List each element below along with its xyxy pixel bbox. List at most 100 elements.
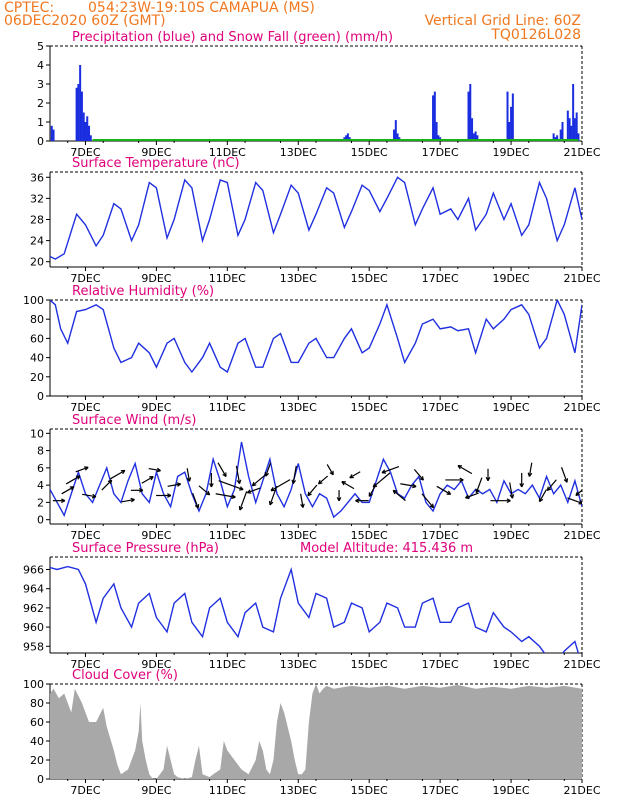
wind-arrow-shaft bbox=[560, 467, 568, 483]
panel-wind: 7DEC 9DEC 11DEC 13DEC 15DEC 17DEC 19DEC 21DEC 0 2… bbox=[30, 413, 601, 542]
wind-arrow-head bbox=[506, 498, 511, 502]
wind-arrow-head bbox=[239, 506, 244, 511]
x-tick-label: 21DEC bbox=[563, 146, 600, 159]
x-tick-label: 9DEC bbox=[141, 658, 171, 671]
panel-title: Relative Humidity (%) bbox=[72, 284, 214, 299]
temp-line bbox=[50, 176, 582, 260]
precip-bar bbox=[467, 91, 470, 141]
precip-bar bbox=[86, 116, 89, 141]
y-tick-label: 966 bbox=[23, 563, 44, 576]
wind-arrow bbox=[141, 476, 154, 484]
wind-arrow-head bbox=[459, 477, 464, 481]
wind-arrow-head bbox=[210, 483, 214, 488]
wind-arrow bbox=[336, 490, 342, 502]
panel-data bbox=[50, 684, 582, 779]
wind-arrow-head bbox=[265, 473, 270, 477]
wind-arrow-shaft bbox=[307, 484, 318, 497]
wind-arrow bbox=[65, 475, 81, 485]
x-tick-label: 21DEC bbox=[563, 529, 600, 542]
wind-arrow-head bbox=[432, 503, 435, 508]
wind-arrow-head bbox=[252, 484, 257, 487]
wind-arrow-shaft bbox=[436, 485, 451, 495]
wind-arrow-shaft bbox=[509, 482, 514, 499]
wind-arrow-shaft bbox=[215, 493, 236, 498]
wind-arrow-shaft bbox=[567, 497, 582, 504]
precip-bar bbox=[474, 131, 477, 141]
x-tick-label: 11DEC bbox=[209, 146, 246, 159]
x-tick-label: 15DEC bbox=[351, 401, 388, 414]
x-tick-label: 15DEC bbox=[351, 272, 388, 285]
x-tick-label: 7DEC bbox=[70, 401, 100, 414]
wind-arrow-shaft bbox=[65, 475, 81, 485]
rh-line bbox=[50, 300, 582, 374]
wind-arrow-shaft bbox=[270, 479, 291, 492]
x-tick-label: 7DEC bbox=[70, 146, 100, 159]
wind-arrow bbox=[235, 465, 242, 484]
precip-bar bbox=[82, 112, 85, 141]
x-tick-label: 11DEC bbox=[209, 658, 246, 671]
y-tick-label: 80 bbox=[30, 697, 44, 710]
x-tick-label: 17DEC bbox=[422, 401, 459, 414]
wind-arrow bbox=[215, 493, 236, 499]
wind-arrow bbox=[246, 487, 261, 494]
wind-arrow bbox=[546, 479, 557, 492]
wind-arrow-shaft bbox=[349, 471, 361, 479]
wind-arrow-head bbox=[539, 498, 544, 503]
wind-arrow bbox=[268, 485, 278, 506]
x-tick-label: 15DEC bbox=[351, 146, 388, 159]
wind-arrow-head bbox=[61, 498, 66, 502]
wind-arrow bbox=[400, 483, 417, 489]
panel-temp: 7DEC 9DEC 11DEC 13DEC 15DEC 17DEC 19DEC 21DEC 20… bbox=[30, 156, 601, 285]
y-tick-label: 24 bbox=[30, 235, 44, 248]
precip-bar bbox=[469, 84, 472, 141]
wind-arrow bbox=[372, 472, 391, 488]
precip-bar bbox=[472, 133, 475, 141]
wind-arrow bbox=[109, 469, 126, 480]
y-tick-label: 3 bbox=[37, 78, 44, 91]
y-tick-label: 0 bbox=[37, 390, 44, 403]
precip-bar bbox=[393, 129, 396, 141]
precip-bar bbox=[561, 122, 564, 141]
wind-arrow-shaft bbox=[141, 476, 154, 484]
wind-arrow-head bbox=[167, 493, 172, 497]
wind-arrow bbox=[355, 498, 369, 504]
wind-arrow-shaft bbox=[546, 479, 557, 491]
x-tick-label: 9DEC bbox=[141, 272, 171, 285]
wind-arrow-shaft bbox=[300, 493, 304, 508]
x-tick-label: 21DEC bbox=[563, 784, 600, 797]
wind-arrow-shaft bbox=[265, 462, 272, 477]
wind-arrow-shaft bbox=[292, 465, 297, 484]
wind-arrow bbox=[527, 462, 533, 477]
wind-arrow-head bbox=[269, 501, 274, 506]
wind-arrow-head bbox=[579, 500, 582, 504]
x-tick-label: 9DEC bbox=[141, 784, 171, 797]
x-tick-label: 17DEC bbox=[422, 146, 459, 159]
precip-bar bbox=[471, 118, 474, 141]
precip-bar bbox=[345, 135, 348, 141]
wind-arrow-head bbox=[292, 480, 297, 484]
precip-bar bbox=[577, 133, 580, 141]
wind-arrow-head bbox=[521, 483, 525, 488]
y-tick-label: 0 bbox=[37, 773, 44, 786]
wind-arrow bbox=[475, 477, 483, 494]
wind-arrow-shaft bbox=[121, 498, 135, 503]
panel-precip: 7DEC 9DEC 11DEC 13DEC 15DEC 17DEC 19DEC 21DEC 0 1… bbox=[37, 30, 601, 159]
wind-arrow-head bbox=[176, 482, 181, 485]
wind-arrow bbox=[392, 489, 406, 502]
precip-bar bbox=[75, 87, 78, 141]
x-tick-label: 11DEC bbox=[209, 529, 246, 542]
wind-arrow-shaft bbox=[575, 489, 582, 496]
wind-arrow-head bbox=[412, 483, 417, 488]
wind-arrow bbox=[490, 498, 511, 504]
wind-arrow-shaft bbox=[101, 479, 113, 491]
wind-arrow bbox=[218, 480, 244, 491]
panel-data bbox=[50, 565, 580, 653]
y-tick-label: 28 bbox=[30, 214, 44, 227]
y-tick-label: 960 bbox=[23, 621, 44, 634]
precip-bar bbox=[566, 110, 569, 141]
wind-arrow bbox=[270, 479, 291, 492]
wind-arrow-shaft bbox=[247, 487, 261, 494]
x-tick-label: 13DEC bbox=[280, 272, 317, 285]
precip-bar bbox=[552, 133, 555, 141]
y-tick-label: 964 bbox=[23, 583, 44, 596]
